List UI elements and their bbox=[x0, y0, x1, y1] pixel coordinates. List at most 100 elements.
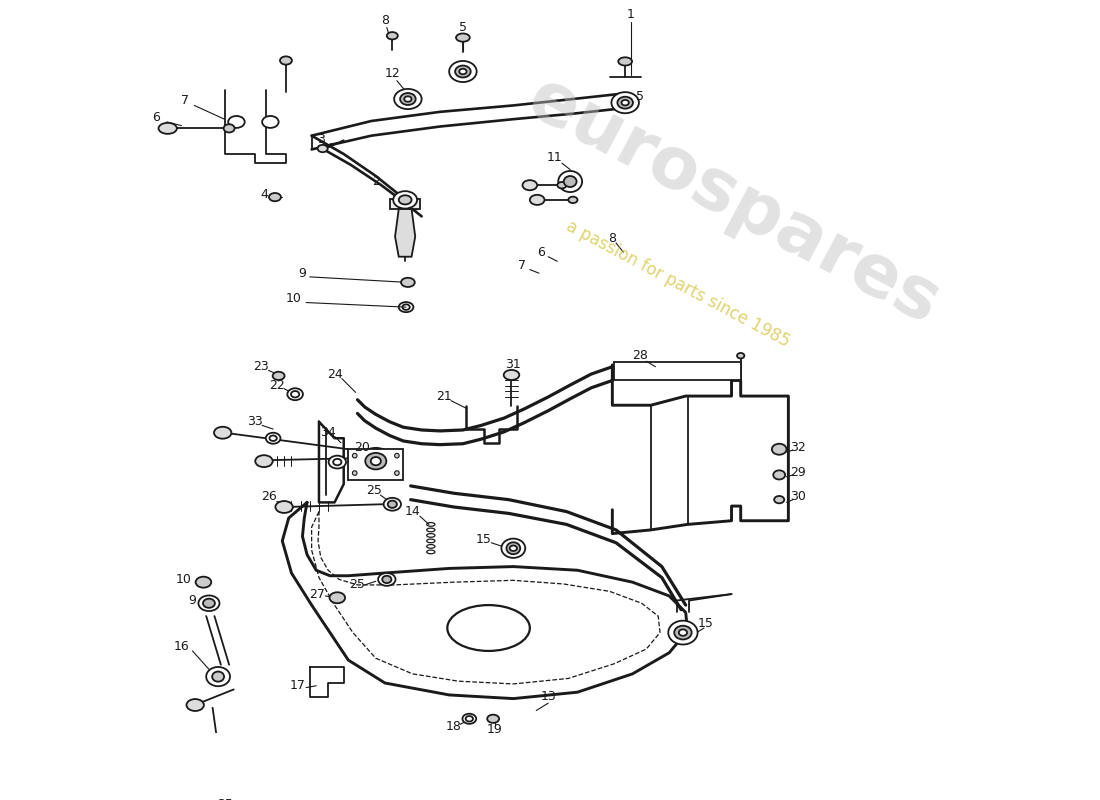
Text: a passion for parts since 1985: a passion for parts since 1985 bbox=[563, 218, 793, 351]
Text: 15: 15 bbox=[476, 533, 492, 546]
Ellipse shape bbox=[387, 501, 397, 508]
Ellipse shape bbox=[487, 714, 499, 723]
Ellipse shape bbox=[617, 97, 632, 109]
Ellipse shape bbox=[393, 191, 417, 209]
Ellipse shape bbox=[228, 116, 244, 128]
Ellipse shape bbox=[404, 96, 411, 102]
Ellipse shape bbox=[378, 573, 396, 586]
Ellipse shape bbox=[395, 470, 399, 475]
Ellipse shape bbox=[387, 32, 398, 39]
Text: 17: 17 bbox=[290, 679, 306, 692]
Text: 9: 9 bbox=[298, 266, 307, 280]
Ellipse shape bbox=[455, 66, 471, 78]
Text: 2: 2 bbox=[372, 175, 379, 188]
Ellipse shape bbox=[737, 353, 745, 358]
Polygon shape bbox=[614, 362, 740, 381]
Ellipse shape bbox=[459, 69, 466, 74]
Ellipse shape bbox=[618, 58, 632, 66]
Ellipse shape bbox=[318, 145, 328, 152]
Ellipse shape bbox=[212, 671, 224, 682]
Ellipse shape bbox=[506, 542, 520, 554]
Text: 24: 24 bbox=[328, 367, 343, 381]
Text: 6: 6 bbox=[152, 111, 160, 124]
Ellipse shape bbox=[400, 93, 416, 105]
Ellipse shape bbox=[564, 176, 576, 187]
Ellipse shape bbox=[621, 100, 629, 106]
Text: 5: 5 bbox=[459, 21, 466, 34]
Ellipse shape bbox=[465, 716, 473, 722]
Ellipse shape bbox=[674, 626, 692, 639]
Ellipse shape bbox=[255, 455, 273, 467]
Ellipse shape bbox=[270, 435, 277, 441]
Text: 7: 7 bbox=[518, 259, 527, 272]
Text: 8: 8 bbox=[381, 14, 389, 26]
Ellipse shape bbox=[270, 193, 280, 202]
Ellipse shape bbox=[329, 456, 346, 469]
Ellipse shape bbox=[669, 621, 697, 645]
Ellipse shape bbox=[394, 89, 421, 109]
Text: 21: 21 bbox=[436, 390, 451, 402]
Ellipse shape bbox=[292, 391, 299, 398]
Bar bbox=[390, 199, 420, 209]
Text: 1: 1 bbox=[627, 8, 635, 21]
Text: 34: 34 bbox=[320, 426, 336, 439]
Ellipse shape bbox=[403, 304, 409, 310]
Text: 4: 4 bbox=[260, 188, 268, 201]
Text: 20: 20 bbox=[354, 441, 370, 454]
Ellipse shape bbox=[330, 592, 345, 603]
Text: 14: 14 bbox=[405, 505, 420, 518]
Text: 35: 35 bbox=[217, 798, 232, 800]
Ellipse shape bbox=[384, 498, 402, 510]
Text: 12: 12 bbox=[384, 67, 400, 80]
Ellipse shape bbox=[266, 433, 280, 444]
Ellipse shape bbox=[456, 34, 470, 42]
Text: 18: 18 bbox=[446, 720, 462, 733]
Ellipse shape bbox=[223, 124, 234, 133]
Bar bbox=[349, 450, 404, 481]
Ellipse shape bbox=[198, 595, 220, 611]
Ellipse shape bbox=[504, 370, 519, 380]
Ellipse shape bbox=[214, 789, 232, 800]
Text: 13: 13 bbox=[540, 690, 556, 703]
Ellipse shape bbox=[352, 470, 358, 475]
Ellipse shape bbox=[398, 195, 411, 205]
Text: 10: 10 bbox=[285, 292, 301, 306]
Text: 19: 19 bbox=[487, 723, 503, 736]
Ellipse shape bbox=[360, 448, 393, 474]
Ellipse shape bbox=[449, 61, 476, 82]
Ellipse shape bbox=[462, 714, 476, 724]
Ellipse shape bbox=[206, 667, 230, 686]
Text: 15: 15 bbox=[697, 617, 714, 630]
Ellipse shape bbox=[679, 630, 688, 636]
Ellipse shape bbox=[371, 457, 381, 466]
Ellipse shape bbox=[365, 453, 386, 470]
Ellipse shape bbox=[559, 171, 582, 192]
Ellipse shape bbox=[773, 470, 785, 479]
Ellipse shape bbox=[774, 496, 784, 503]
Text: 25: 25 bbox=[366, 484, 382, 497]
Text: 9: 9 bbox=[188, 594, 197, 607]
Ellipse shape bbox=[502, 538, 525, 558]
Text: eurospares: eurospares bbox=[516, 64, 952, 339]
Ellipse shape bbox=[158, 123, 177, 134]
Ellipse shape bbox=[187, 699, 204, 711]
Ellipse shape bbox=[448, 605, 530, 651]
Ellipse shape bbox=[333, 459, 341, 466]
Text: 11: 11 bbox=[547, 151, 562, 164]
Ellipse shape bbox=[509, 546, 517, 551]
Ellipse shape bbox=[352, 454, 358, 458]
Text: 5: 5 bbox=[636, 90, 644, 102]
Ellipse shape bbox=[262, 116, 278, 128]
Text: 3: 3 bbox=[317, 133, 324, 146]
Ellipse shape bbox=[530, 195, 544, 205]
Ellipse shape bbox=[612, 92, 639, 114]
Text: 23: 23 bbox=[253, 360, 270, 374]
Text: 10: 10 bbox=[175, 573, 191, 586]
Ellipse shape bbox=[398, 302, 414, 312]
Text: 28: 28 bbox=[631, 350, 648, 362]
Text: 30: 30 bbox=[790, 490, 805, 503]
Text: 22: 22 bbox=[268, 378, 285, 391]
Ellipse shape bbox=[196, 577, 211, 588]
Polygon shape bbox=[395, 209, 415, 257]
Text: 16: 16 bbox=[174, 640, 189, 653]
